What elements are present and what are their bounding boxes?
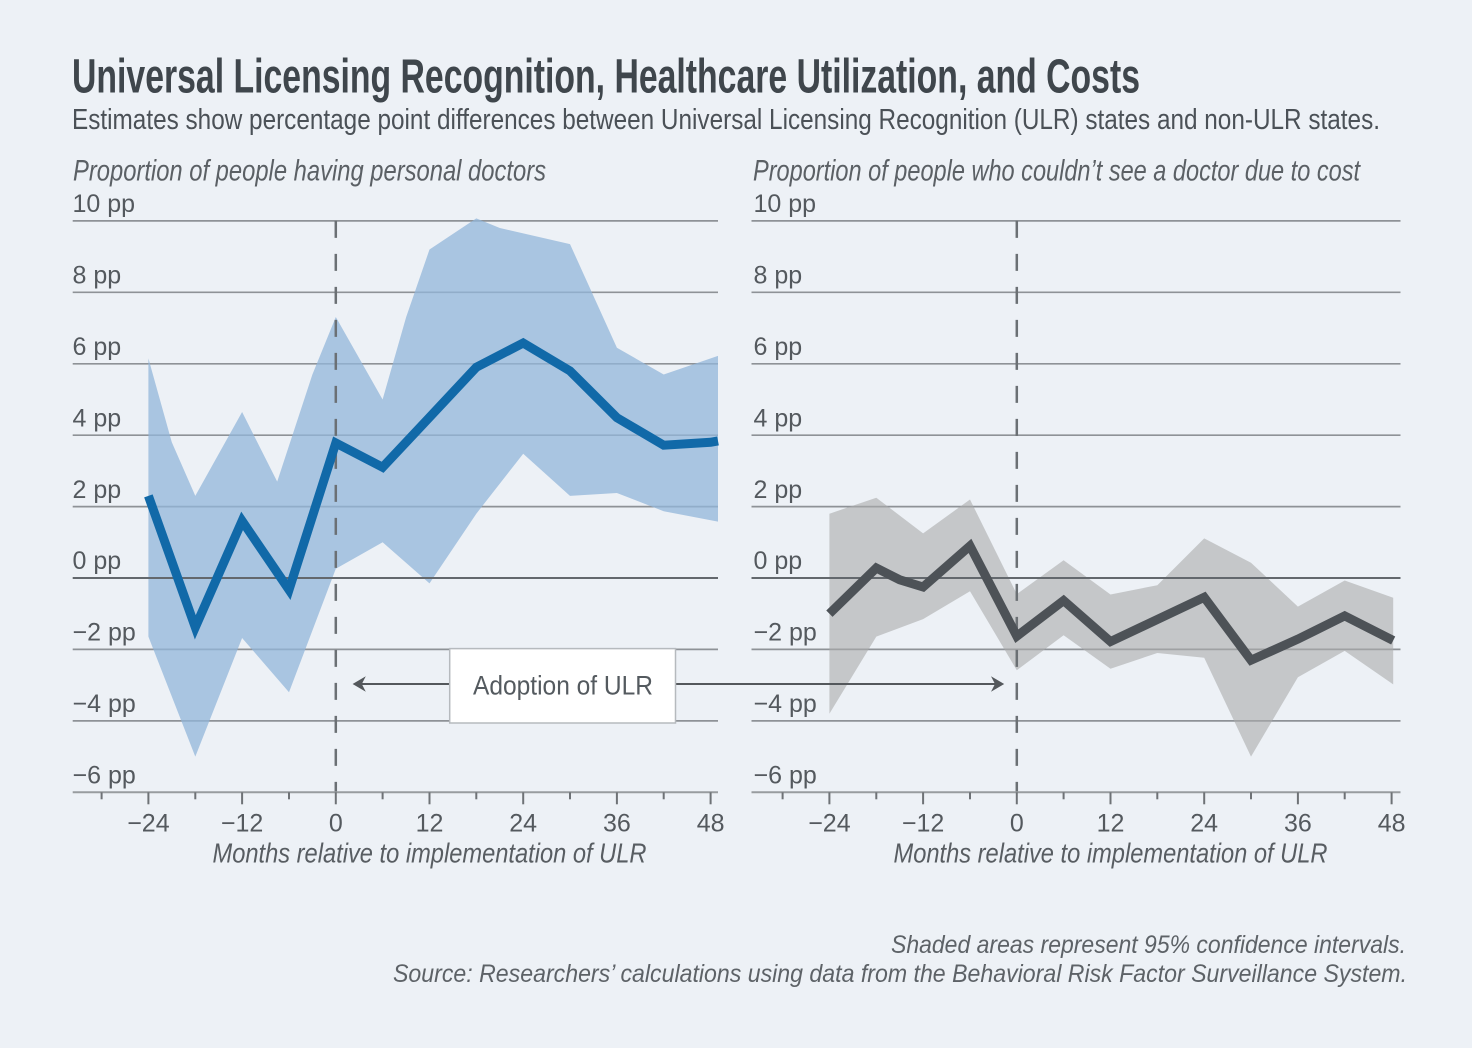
svg-text:4 pp: 4 pp	[73, 404, 122, 432]
svg-text:−2 pp: −2 pp	[754, 619, 817, 647]
svg-text:8 pp: 8 pp	[73, 262, 122, 290]
svg-text:Proportion of people who could: Proportion of people who couldn’t see a …	[753, 154, 1361, 187]
svg-text:8 pp: 8 pp	[754, 262, 803, 290]
svg-text:0 pp: 0 pp	[754, 547, 803, 575]
svg-text:Adoption of ULR: Adoption of ULR	[473, 670, 653, 700]
svg-text:Shaded areas represent 95% con: Shaded areas represent 95% confidence in…	[891, 931, 1406, 959]
svg-text:12: 12	[416, 809, 444, 837]
svg-text:−4 pp: −4 pp	[754, 690, 817, 718]
svg-text:−4 pp: −4 pp	[73, 690, 136, 718]
svg-text:Estimates show percentage poin: Estimates show percentage point differen…	[72, 104, 1380, 136]
svg-text:−6 pp: −6 pp	[754, 762, 817, 790]
svg-text:6 pp: 6 pp	[73, 333, 122, 361]
svg-text:2 pp: 2 pp	[73, 476, 122, 504]
svg-text:6 pp: 6 pp	[754, 333, 803, 361]
svg-text:−24: −24	[127, 809, 170, 837]
svg-text:36: 36	[603, 809, 631, 837]
svg-text:10 pp: 10 pp	[73, 190, 136, 218]
svg-text:Proportion of people having pe: Proportion of people having personal doc…	[73, 154, 546, 187]
svg-text:12: 12	[1097, 809, 1125, 837]
svg-text:Universal Licensing Recognitio: Universal Licensing Recognition, Healthc…	[72, 51, 1140, 104]
svg-text:24: 24	[509, 809, 537, 837]
svg-text:10 pp: 10 pp	[754, 190, 817, 218]
svg-text:−2 pp: −2 pp	[73, 619, 136, 647]
svg-text:24: 24	[1190, 809, 1218, 837]
svg-text:48: 48	[1378, 809, 1406, 837]
svg-text:−24: −24	[808, 809, 851, 837]
svg-text:−12: −12	[902, 809, 944, 837]
svg-text:0: 0	[329, 809, 343, 837]
svg-text:Months relative to implementat: Months relative to implementation of ULR	[213, 837, 647, 868]
svg-text:4 pp: 4 pp	[754, 404, 803, 432]
svg-text:36: 36	[1284, 809, 1312, 837]
svg-text:48: 48	[697, 809, 725, 837]
svg-text:Months relative to implementat: Months relative to implementation of ULR	[894, 837, 1328, 868]
svg-text:−12: −12	[221, 809, 263, 837]
svg-text:0: 0	[1010, 809, 1024, 837]
svg-text:2 pp: 2 pp	[754, 476, 803, 504]
svg-text:−6 pp: −6 pp	[73, 762, 136, 790]
svg-text:0 pp: 0 pp	[73, 547, 122, 575]
svg-text:Source: Researchers’ calculati: Source: Researchers’ calculations using …	[393, 960, 1407, 988]
